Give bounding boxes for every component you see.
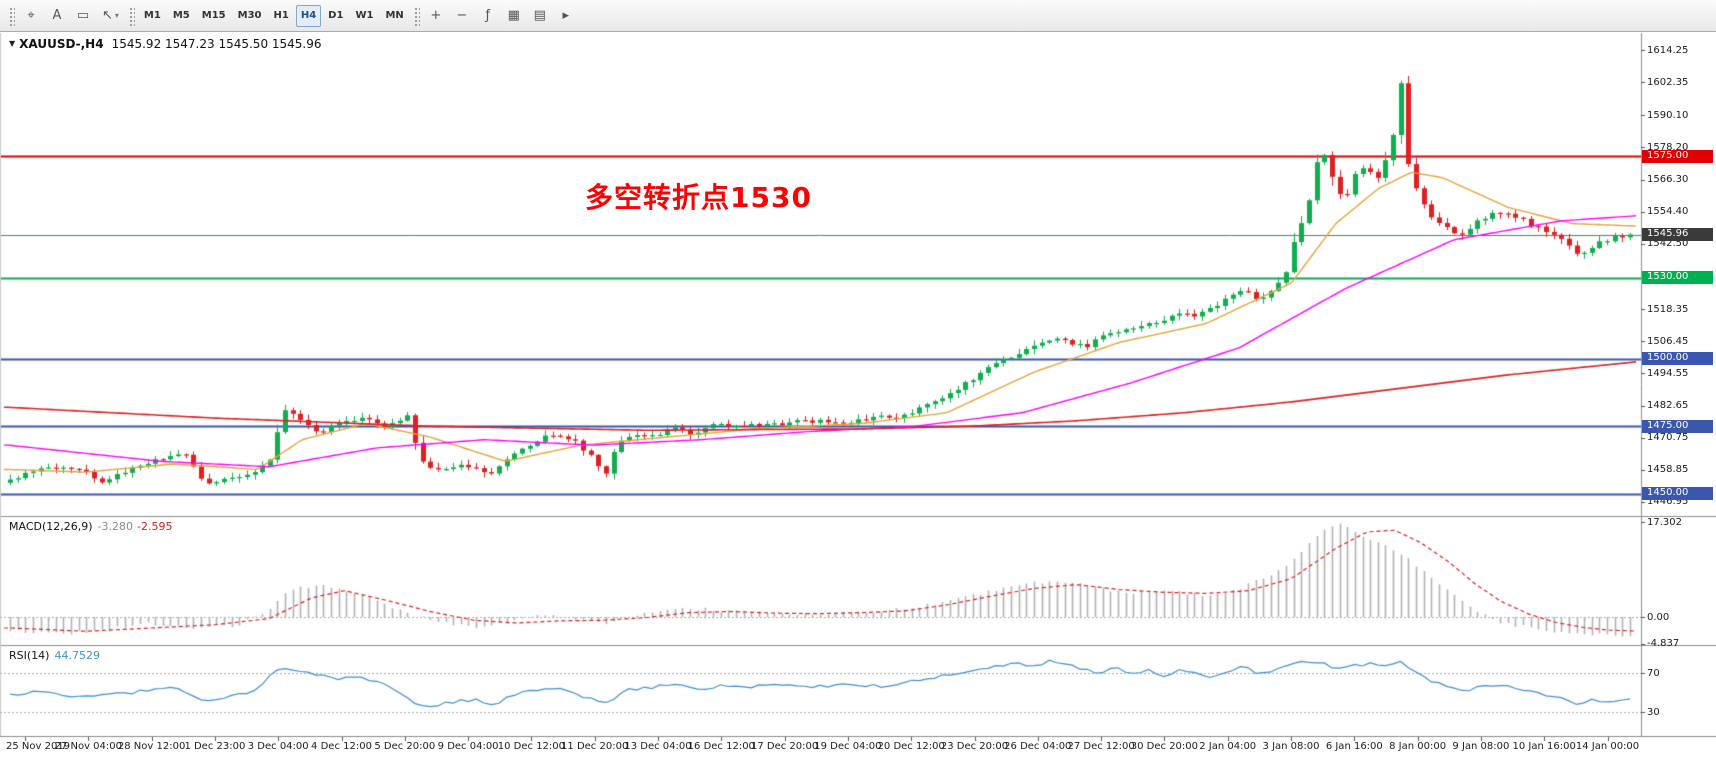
price-tick-label: 1494.55 bbox=[1647, 367, 1689, 379]
price-tick-label: 1470.75 bbox=[1647, 432, 1689, 444]
timeframe-button-h4[interactable]: H4 bbox=[295, 4, 322, 27]
timeframe-button-m30[interactable]: M30 bbox=[237, 10, 262, 21]
time-axis-label: 5 Dec 20:00 bbox=[374, 741, 436, 752]
price-tick-label: 1566.30 bbox=[1647, 174, 1689, 186]
time-axis-label: 14 Jan 00:00 bbox=[1575, 741, 1640, 752]
chart-title: ▼ XAUUSD-,H4 1545.92 1547.23 1545.50 1545.… bbox=[9, 37, 322, 51]
cursor-tool-icon[interactable]: ↖ ▾ bbox=[97, 5, 124, 27]
line-studies-group: ⌖ A ▭ ↖ ▾ bbox=[19, 5, 124, 27]
timeframe-button-w1[interactable]: W1 bbox=[355, 10, 374, 21]
price-tick-label: 1482.65 bbox=[1647, 400, 1689, 412]
rectangle-tool-icon: ▭ bbox=[76, 8, 90, 23]
price-line-badge: 1575.00 bbox=[1642, 149, 1713, 163]
time-scale[interactable]: 25 Nov 2019 27 Nov 04:00 28 Nov 12:00 1 Dec… bbox=[0, 737, 1716, 760]
collapse-icon[interactable]: ▼ bbox=[9, 39, 16, 48]
zoom-in-icon[interactable]: + bbox=[430, 8, 442, 23]
time-axis-label: 25 Nov 2019 bbox=[6, 741, 71, 752]
price-tick-label: 1542.50 bbox=[1647, 238, 1689, 250]
indicators-icon[interactable]: ƒ bbox=[485, 8, 491, 23]
macd-main-value: -3.280 bbox=[97, 520, 134, 533]
time-axis-label: 13 Dec 04:00 bbox=[624, 741, 692, 752]
dropdown-caret-icon: ▾ bbox=[114, 11, 119, 20]
macd-name: MACD(12,26,9) bbox=[9, 520, 93, 533]
macd-scale-label: 0.00 bbox=[1647, 611, 1670, 623]
rectangle-tool-icon[interactable]: ▭ bbox=[71, 5, 95, 27]
time-axis-label: 8 Jan 00:00 bbox=[1389, 741, 1447, 752]
price-tick-label: 1506.45 bbox=[1647, 335, 1689, 347]
rsi-indicator-label: RSI(14) 44.7529 bbox=[9, 649, 100, 662]
rsi-value: 44.7529 bbox=[54, 649, 100, 662]
time-axis-label: 9 Jan 08:00 bbox=[1452, 741, 1510, 752]
price-line-badge: 1450.00 bbox=[1642, 487, 1713, 501]
text-label-icon: A bbox=[52, 8, 62, 23]
chart-tools-group: + − ƒ ▦ ▤ ▸ bbox=[424, 5, 578, 27]
time-axis-label: 11 Dec 20:00 bbox=[561, 741, 629, 752]
price-line-badge: 1475.00 bbox=[1642, 419, 1713, 433]
price-tick-label: 1614.25 bbox=[1647, 44, 1689, 56]
time-axis-label: 27 Nov 04:00 bbox=[54, 741, 123, 752]
time-axis-label: 1 Dec 23:00 bbox=[184, 741, 246, 752]
chart-grid-icon[interactable]: ▦ bbox=[507, 8, 520, 23]
timeframe-button-h1[interactable]: H1 bbox=[273, 10, 289, 21]
price-scale[interactable]: 1614.25 1602.35 1590.10 1578.20 1566.30 1554.… bbox=[1641, 33, 1716, 736]
time-axis-label: 6 Jan 16:00 bbox=[1325, 741, 1383, 752]
rsi-level-label: 30 bbox=[1647, 706, 1660, 718]
time-axis-label: 23 Dec 20:00 bbox=[940, 741, 1009, 752]
time-axis-label: 10 Jan 16:00 bbox=[1512, 741, 1576, 752]
time-axis-label: 16 Dec 12:00 bbox=[687, 741, 755, 752]
timeframe-button-d1[interactable]: D1 bbox=[328, 10, 344, 21]
timeframes-group: M1 M5 M15 M30 H1 H4 D1 W1 MN bbox=[139, 4, 409, 27]
price-tick-label: 1578.20 bbox=[1647, 141, 1689, 153]
price-tick-label: 1446.95 bbox=[1647, 496, 1689, 508]
price-tick-label: 1554.40 bbox=[1647, 206, 1689, 218]
crosshair-icon[interactable]: ⌖ bbox=[19, 5, 43, 27]
time-axis-label: 27 Dec 12:00 bbox=[1067, 741, 1135, 752]
toolbar-grip[interactable] bbox=[127, 5, 135, 26]
time-axis-label: 19 Dec 04:00 bbox=[814, 741, 882, 752]
timeframe-button-mn[interactable]: MN bbox=[385, 10, 404, 21]
time-axis-label: 28 Nov 12:00 bbox=[117, 741, 186, 752]
time-axis-label: 17 Dec 20:00 bbox=[750, 741, 819, 752]
toolbar-grip[interactable] bbox=[8, 5, 15, 26]
timeframe-button-m1[interactable]: M1 bbox=[143, 10, 161, 21]
price-tick-label: 1518.35 bbox=[1647, 303, 1689, 315]
macd-scale-label: 17.302 bbox=[1647, 516, 1682, 528]
time-axis-label: 3 Jan 08:00 bbox=[1262, 741, 1320, 752]
price-tick-label: 1458.85 bbox=[1647, 464, 1689, 476]
time-axis-label: 9 Dec 04:00 bbox=[437, 741, 499, 752]
cursor-tool-icon: ↖ bbox=[102, 8, 113, 23]
rsi-name: RSI(14) bbox=[9, 649, 50, 662]
main-toolbar: ⌖ A ▭ ↖ ▾ M1 M5 M15 M30 H1 H4 D1 W1 MN + − ƒ ▦ ▤ ▸ bbox=[0, 0, 1716, 32]
ohlc-values-label: 1545.92 1547.23 1545.50 1545.96 bbox=[111, 37, 322, 51]
time-axis-label: 4 Dec 12:00 bbox=[311, 741, 372, 752]
timeframe-button-m5[interactable]: M5 bbox=[172, 10, 190, 21]
text-label-icon[interactable]: A bbox=[45, 5, 69, 27]
current-price-badge: 1545.96 bbox=[1642, 228, 1713, 241]
price-tick-label: 1602.35 bbox=[1647, 76, 1689, 88]
price-line-badge: 1530.00 bbox=[1642, 271, 1713, 285]
zoom-out-icon[interactable]: − bbox=[456, 8, 468, 23]
macd-scale-label: -4.837 bbox=[1647, 638, 1680, 650]
macd-indicator-label: MACD(12,26,9) -3.280 -2.595 bbox=[9, 520, 172, 533]
time-axis-label: 10 Dec 12:00 bbox=[497, 741, 566, 752]
toolbar-grip[interactable] bbox=[412, 5, 420, 26]
rsi-level-label: 70 bbox=[1647, 667, 1660, 679]
time-axis-label: 3 Dec 04:00 bbox=[247, 741, 309, 752]
time-axis-label: 20 Dec 12:00 bbox=[877, 741, 945, 752]
auto-scroll-icon[interactable]: ▸ bbox=[562, 8, 570, 23]
chart-annotation-text[interactable]: 多空转折点1530 bbox=[585, 181, 812, 214]
price-line-badge: 1500.00 bbox=[1642, 352, 1713, 366]
crosshair-icon: ⌖ bbox=[27, 8, 35, 23]
time-axis-label: 26 Dec 04:00 bbox=[1004, 741, 1072, 752]
tile-windows-icon[interactable]: ▤ bbox=[533, 8, 546, 23]
symbol-timeframe-label: XAUUSD-,H4 bbox=[19, 37, 104, 51]
time-axis-label: 30 Dec 20:00 bbox=[1130, 741, 1199, 752]
macd-signal-value: -2.595 bbox=[137, 520, 173, 533]
timeframe-button-m15[interactable]: M15 bbox=[201, 10, 226, 21]
price-tick-label: 1590.10 bbox=[1647, 109, 1689, 121]
time-axis-label: 2 Jan 04:00 bbox=[1199, 741, 1257, 752]
